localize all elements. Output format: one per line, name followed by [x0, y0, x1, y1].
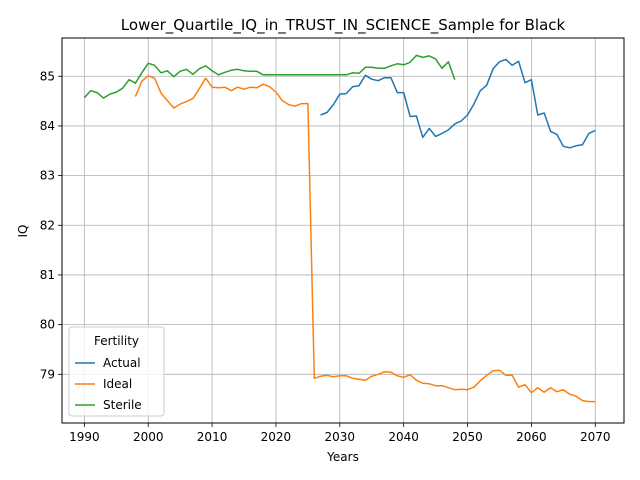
- y-tick-label: 80: [40, 318, 55, 332]
- grid-lines: [62, 38, 624, 423]
- x-tick-label: 2030: [325, 430, 356, 444]
- x-tick-label: 2000: [133, 430, 164, 444]
- y-tick-label: 81: [40, 268, 55, 282]
- axis-ticks: 1990 2000 2010 2020 2030 2040 2050 2060 2070 79 80…: [40, 69, 611, 444]
- x-tick-label: 2060: [516, 430, 547, 444]
- legend: Fertility Actual Ideal Sterile: [68, 326, 165, 417]
- y-axis-label: IQ: [16, 225, 30, 238]
- x-tick-label: 2070: [580, 430, 611, 444]
- y-tick-label: 83: [40, 169, 55, 183]
- legend-title: Fertility: [94, 334, 139, 348]
- legend-box: [68, 326, 165, 417]
- legend-label-sterile: Sterile: [103, 398, 142, 412]
- legend-label-ideal: Ideal: [103, 377, 132, 391]
- x-tick-label: 2050: [452, 430, 483, 444]
- series-line-ideal: [134, 75, 596, 403]
- series-line-actual: [320, 58, 596, 149]
- x-axis-label: Years: [326, 450, 359, 464]
- x-tick-label: 2040: [388, 430, 419, 444]
- chart-title: Lower_Quartile_IQ_in_TRUST_IN_SCIENCE_Sa…: [121, 16, 566, 35]
- y-tick-label: 84: [40, 119, 55, 133]
- x-tick-label: 1990: [69, 430, 100, 444]
- series-line-sterile: [83, 54, 456, 99]
- x-tick-label: 2020: [261, 430, 292, 444]
- y-tick-label: 85: [40, 69, 55, 83]
- y-tick-label: 82: [40, 218, 55, 232]
- series-layer: [83, 54, 596, 403]
- x-tick-label: 2010: [197, 430, 228, 444]
- plot-frame: [61, 37, 625, 424]
- legend-label-actual: Actual: [103, 356, 141, 370]
- y-tick-label: 79: [40, 367, 55, 381]
